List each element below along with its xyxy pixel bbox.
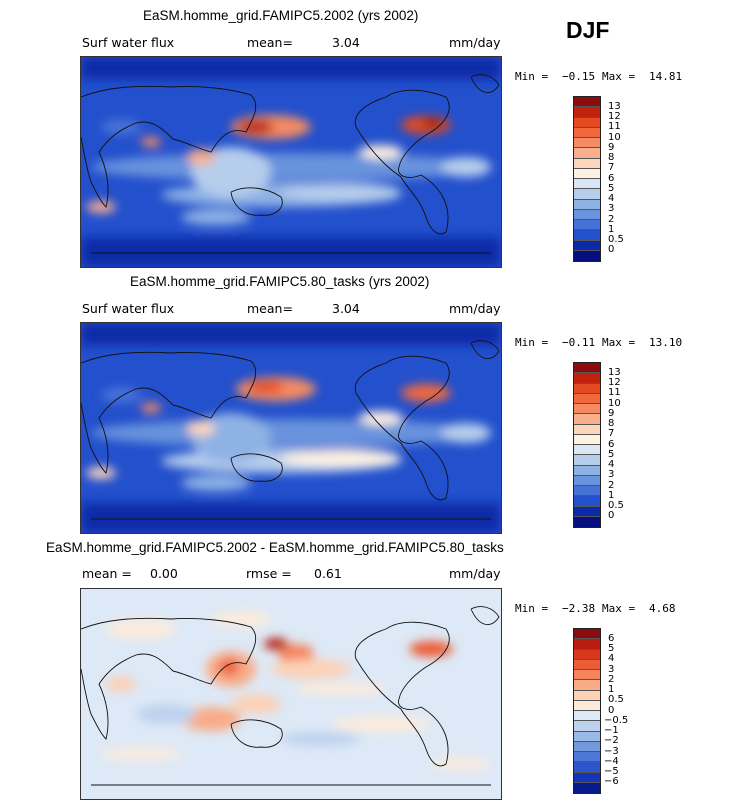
panel3-colorbar-tick: −1	[604, 725, 619, 736]
panel1-colorbar-tick: 12	[608, 111, 621, 122]
panel2-colorbar-tick: 1	[608, 490, 615, 501]
panel1-colorbar-tick: 0.5	[608, 234, 624, 245]
panel3-min-value: −2.38	[562, 602, 596, 615]
panel2-colorbar-tick: 9	[608, 408, 615, 419]
panel3-colorbar-tick: 5	[608, 643, 615, 654]
panel2-colorbar-tick: 13	[608, 367, 621, 378]
panel2-colorbar-tick: 7	[608, 428, 615, 439]
panel3-min-label: Min =	[515, 602, 549, 615]
panel2-colorbar	[573, 362, 601, 528]
panel3-colorbar-tick: −2	[604, 735, 619, 746]
panel1-colorbar	[573, 96, 601, 262]
panel2-colorbar-tick: 2	[608, 480, 615, 491]
panel1-map	[80, 56, 502, 268]
panel1-min-label: Min =	[515, 70, 549, 83]
panel3-map	[80, 588, 502, 800]
panel3-colorbar-tick: 1	[608, 684, 615, 695]
panel1-colorbar-tick: 2	[608, 214, 615, 225]
panel3-mean-label: mean =	[82, 566, 132, 581]
panel2-mean-value: 3.04	[332, 301, 360, 316]
panel3-colorbar-tick: 0.5	[608, 694, 624, 705]
panel2-colorbar-tick: 5	[608, 449, 615, 460]
panel1-colorbar-tick: 13	[608, 101, 621, 112]
panel2-max-label: Max =	[602, 336, 636, 349]
panel2-map-field	[81, 323, 501, 533]
panel3-max-value: 4.68	[649, 602, 676, 615]
panel2-colorbar-tick: 3	[608, 469, 615, 480]
panel2-title: EaSM.homme_grid.FAMIPC5.80_tasks (yrs 20…	[130, 274, 430, 289]
panel3-title: EaSM.homme_grid.FAMIPC5.2002 - EaSM.homm…	[46, 540, 504, 555]
panel3-colorbar	[573, 628, 601, 794]
panel1-colorbar-tick: 6	[608, 173, 615, 184]
panel1-colorbar-tick: 5	[608, 183, 615, 194]
panel3-colorbar-tick: −6	[604, 776, 619, 787]
panel3-colorbar-tick: −0.5	[604, 715, 629, 726]
panel1-colorbar-tick: 3	[608, 203, 615, 214]
panel2-colorbar-tick: 11	[608, 387, 621, 398]
panel3-max-label: Max =	[602, 602, 636, 615]
panel2-colorbar-tick: 0	[608, 510, 615, 521]
panel1-colorbar-tick: 0	[608, 244, 615, 255]
panel3-colorbar-tick: −3	[604, 746, 619, 757]
panel2-variable-label: Surf water flux	[82, 301, 175, 316]
panel1-colorbar-tick: 11	[608, 121, 621, 132]
panel2-min-value: −0.11	[562, 336, 596, 349]
panel1-colorbar-tick: 10	[608, 132, 621, 143]
panel3-colorbar-tick: −4	[604, 756, 619, 767]
panel1-colorbar-tick: 4	[608, 193, 615, 204]
panel2-colorbar-tick: 12	[608, 377, 621, 388]
panel2-map	[80, 322, 502, 534]
panel1-mean-label: mean=	[247, 35, 293, 50]
panel2-colorbar-tick: 4	[608, 459, 615, 470]
panel1-max-label: Max =	[602, 70, 636, 83]
panel2-colorbar-tick: 10	[608, 398, 621, 409]
panel2-mean-label: mean=	[247, 301, 293, 316]
panel1-units: mm/day	[449, 35, 501, 50]
panel1-variable-label: Surf water flux	[82, 35, 175, 50]
panel3-rmse-label: rmse =	[246, 566, 292, 581]
panel3-mean-value: 0.00	[150, 566, 178, 581]
panel1-colorbar-tick: 9	[608, 142, 615, 153]
panel1-min-value: −0.15	[562, 70, 596, 83]
panel3-map-field	[81, 589, 501, 799]
panel3-colorbar-tick: −5	[604, 766, 619, 777]
panel1-colorbar-tick: 8	[608, 152, 615, 163]
panel1-title: EaSM.homme_grid.FAMIPC5.2002 (yrs 2002)	[143, 8, 419, 23]
panel3-colorbar-tick: 2	[608, 674, 615, 685]
panel3-colorbar-tick: 3	[608, 664, 615, 675]
panel1-mean-value: 3.04	[332, 35, 360, 50]
panel3-colorbar-tick: 4	[608, 653, 615, 664]
panel1-colorbar-tick: 1	[608, 224, 615, 235]
panel2-colorbar-tick: 0.5	[608, 500, 624, 511]
panel3-rmse-value: 0.61	[314, 566, 342, 581]
panel1-colorbar-tick: 7	[608, 162, 615, 173]
panel2-max-value: 13.10	[649, 336, 683, 349]
panel2-units: mm/day	[449, 301, 501, 316]
panel2-colorbar-tick: 6	[608, 439, 615, 450]
panel3-colorbar-tick: 6	[608, 633, 615, 644]
panel1-map-field	[81, 57, 501, 267]
season-label: DJF	[566, 17, 610, 43]
panel3-units: mm/day	[449, 566, 501, 581]
panel2-min-label: Min =	[515, 336, 549, 349]
panel1-max-value: 14.81	[649, 70, 683, 83]
panel3-colorbar-tick: 0	[608, 705, 615, 716]
panel2-colorbar-tick: 8	[608, 418, 615, 429]
